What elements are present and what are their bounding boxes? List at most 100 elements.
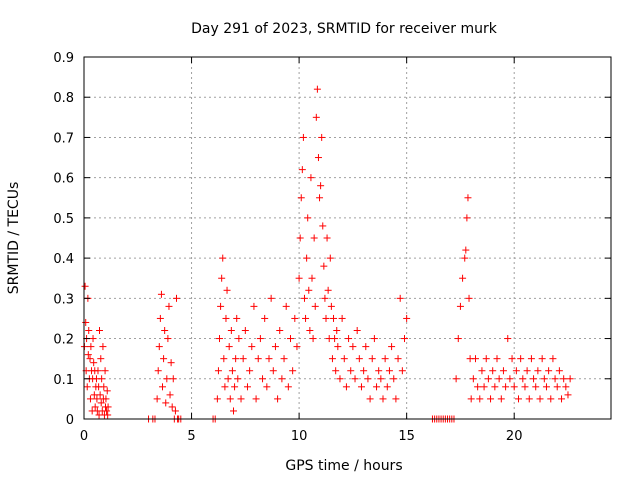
data-point — [278, 375, 286, 383]
data-point — [327, 302, 335, 310]
x-tick-labels: 0 5 10 15 20 — [80, 429, 523, 444]
data-point — [452, 375, 460, 383]
plot-frame — [83, 56, 612, 420]
data-point — [330, 314, 338, 322]
data-point — [502, 383, 510, 391]
data-point — [296, 234, 304, 242]
data-point — [512, 367, 520, 375]
data-point — [243, 383, 251, 391]
data-point — [324, 286, 332, 294]
data-point — [551, 375, 559, 383]
data-point — [398, 367, 406, 375]
data-point — [89, 335, 97, 343]
data-point — [231, 383, 239, 391]
data-point — [100, 383, 108, 391]
data-point — [155, 343, 163, 351]
data-point — [225, 343, 233, 351]
y-axis-label: SRMTID / TECUs — [6, 182, 22, 295]
data-point — [84, 351, 92, 359]
data-point — [218, 274, 226, 282]
data-point — [532, 383, 540, 391]
data-point — [461, 254, 469, 262]
data-point — [478, 367, 486, 375]
data-point — [331, 335, 339, 343]
data-point — [98, 375, 106, 383]
data-point — [86, 355, 94, 363]
data-point — [355, 355, 363, 363]
data-point — [353, 327, 361, 335]
data-point — [164, 335, 172, 343]
data-point — [87, 343, 95, 351]
data-point — [228, 367, 236, 375]
data-point — [289, 367, 297, 375]
data-point — [224, 375, 232, 383]
data-point — [322, 314, 330, 322]
data-point — [303, 254, 311, 262]
data-point — [549, 355, 557, 363]
data-point — [401, 335, 409, 343]
data-point — [274, 395, 282, 403]
data-point — [298, 166, 306, 174]
data-point — [316, 194, 324, 202]
data-point — [474, 383, 482, 391]
data-point — [313, 85, 321, 93]
data-point — [547, 395, 555, 403]
data-point — [326, 254, 334, 262]
data-point — [540, 375, 548, 383]
data-point — [91, 403, 99, 411]
data-point — [233, 314, 241, 322]
data-point — [499, 367, 507, 375]
data-point — [375, 367, 383, 375]
data-point — [534, 367, 542, 375]
data-point — [291, 314, 299, 322]
data-point — [368, 355, 376, 363]
chart-title: Day 291 of 2023, SRMTID for receiver mur… — [191, 21, 498, 37]
data-point — [156, 314, 164, 322]
data-point — [527, 355, 535, 363]
y-tick-label: 0.3 — [53, 292, 74, 307]
data-point — [396, 294, 404, 302]
data-point — [530, 375, 538, 383]
data-point — [508, 355, 516, 363]
data-point — [259, 375, 267, 383]
data-point — [519, 375, 527, 383]
data-point — [213, 395, 221, 403]
data-point — [491, 383, 499, 391]
data-point — [297, 194, 305, 202]
data-point — [81, 282, 89, 290]
data-point — [334, 343, 342, 351]
data-point — [86, 395, 94, 403]
data-point — [226, 395, 234, 403]
data-point — [467, 395, 475, 403]
data-point — [154, 367, 162, 375]
data-point — [333, 327, 341, 335]
data-point — [323, 234, 331, 242]
data-point — [246, 367, 254, 375]
data-point — [317, 182, 325, 190]
data-point — [349, 343, 357, 351]
data-point — [562, 383, 570, 391]
x-tick-label: 0 — [80, 429, 88, 444]
data-point — [497, 395, 505, 403]
data-point — [312, 113, 320, 121]
data-point — [309, 335, 317, 343]
data-point — [364, 375, 372, 383]
x-tick-label: 5 — [187, 429, 195, 444]
data-point — [383, 383, 391, 391]
x-tick-label: 20 — [506, 429, 523, 444]
data-point — [269, 367, 277, 375]
data-point — [521, 383, 529, 391]
data-point — [102, 395, 110, 403]
data-point — [336, 375, 344, 383]
data-point — [480, 383, 488, 391]
data-point — [101, 367, 109, 375]
data-point — [222, 314, 230, 322]
data-point — [83, 383, 91, 391]
data-point — [545, 367, 553, 375]
data-point — [342, 383, 350, 391]
data-point — [523, 367, 531, 375]
data-point — [280, 355, 288, 363]
grid-lines — [84, 57, 611, 419]
data-point — [97, 399, 105, 407]
